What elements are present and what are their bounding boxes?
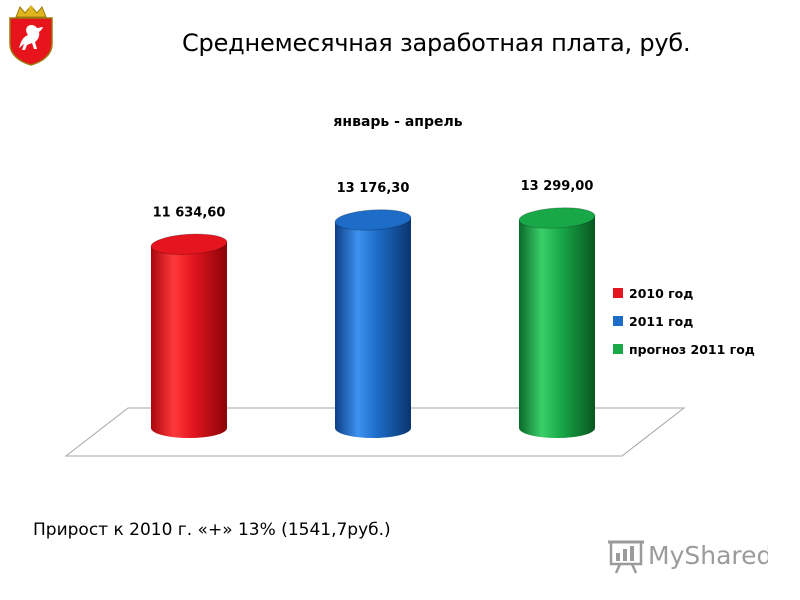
legend-label: 2011 год <box>629 314 693 329</box>
bar <box>518 207 596 438</box>
presentation-board-icon <box>608 540 644 574</box>
legend-swatch <box>613 316 623 326</box>
bar <box>334 209 412 438</box>
legend-swatch <box>613 288 623 298</box>
data-label: 13 176,30 <box>337 181 410 196</box>
data-label: 13 299,00 <box>521 179 594 194</box>
coat-of-arms-emblem <box>9 5 53 66</box>
watermark: MyShared <box>608 540 768 574</box>
page-title: Среднемесячная заработная плата, руб. <box>182 29 691 57</box>
bar <box>150 233 228 438</box>
chart: январь - апрель 11 634,60 13 176,30 13 299… <box>64 114 755 457</box>
chart-legend: 2010 год 2011 год прогноз 2011 год <box>613 286 755 357</box>
legend-swatch <box>613 344 623 354</box>
growth-note: Прирост к 2010 г. «+» 13% (1541,7руб.) <box>33 520 391 540</box>
legend-label: прогноз 2011 год <box>629 342 755 357</box>
data-label: 11 634,60 <box>153 205 226 220</box>
watermark-text: MyShared <box>648 541 768 570</box>
legend-label: 2010 год <box>629 286 693 301</box>
chart-title: январь - апрель <box>333 114 462 130</box>
